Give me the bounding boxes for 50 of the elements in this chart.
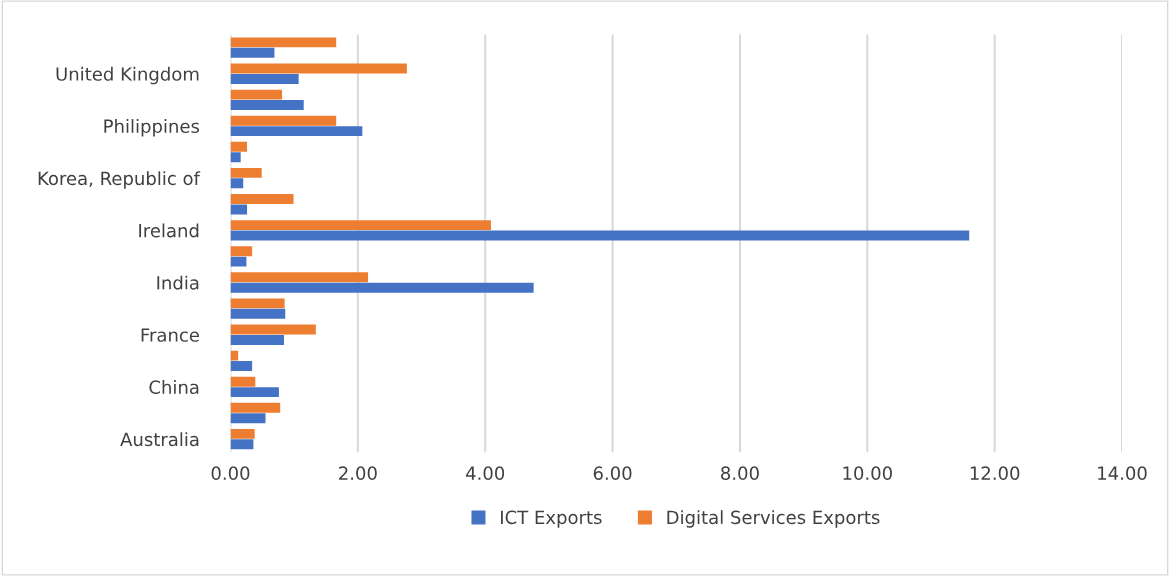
y-tick-label: France [141,328,199,342]
y-tick-label: United Kingdom [56,66,199,85]
bar [230,167,262,178]
bar [230,439,254,450]
bar [230,194,294,204]
bar [230,308,286,319]
x-tick-label: 6.00 [593,466,632,481]
bar [230,126,363,137]
bar [230,73,299,84]
x-tick-label: 0.00 [211,466,250,481]
x-tick-label: 4.00 [466,466,505,481]
bar [230,361,253,371]
y-tick-label: India [157,275,199,290]
bar [230,152,241,163]
bar [230,230,970,241]
bar [230,350,239,361]
bar [230,413,266,424]
bar [230,89,283,100]
bar [230,376,256,387]
bar [230,63,407,74]
bar [230,256,247,267]
y-tick-label: China [149,380,199,395]
x-tick-label: 12.00 [970,466,1020,481]
bar [230,37,337,48]
bar [230,100,304,110]
bar [230,387,279,398]
bar [230,324,316,335]
bar [230,428,255,439]
bar [230,402,281,413]
bar [230,141,248,152]
x-tick-label: 14.00 [1098,466,1147,481]
bar [230,246,253,257]
bar [230,272,369,283]
legend-label: ICT Exports [501,510,602,528]
y-tick-label: Ireland [139,223,199,238]
legend-label: Digital Services Exports [667,510,880,528]
y-tick-label: Australia [120,432,199,447]
bar [230,334,284,345]
bar [230,204,248,215]
x-tick-label: 8.00 [721,466,759,481]
bar [230,298,285,309]
bar [230,220,491,231]
y-tick-label: Philippines [104,119,200,137]
bar [230,178,244,189]
x-tick-label: 10.00 [843,466,892,481]
x-tick-label: 2.00 [339,466,377,481]
bar [230,115,337,126]
y-tick-label: Korea, Republic of [38,171,201,189]
bar [230,47,275,58]
bar [230,282,534,293]
